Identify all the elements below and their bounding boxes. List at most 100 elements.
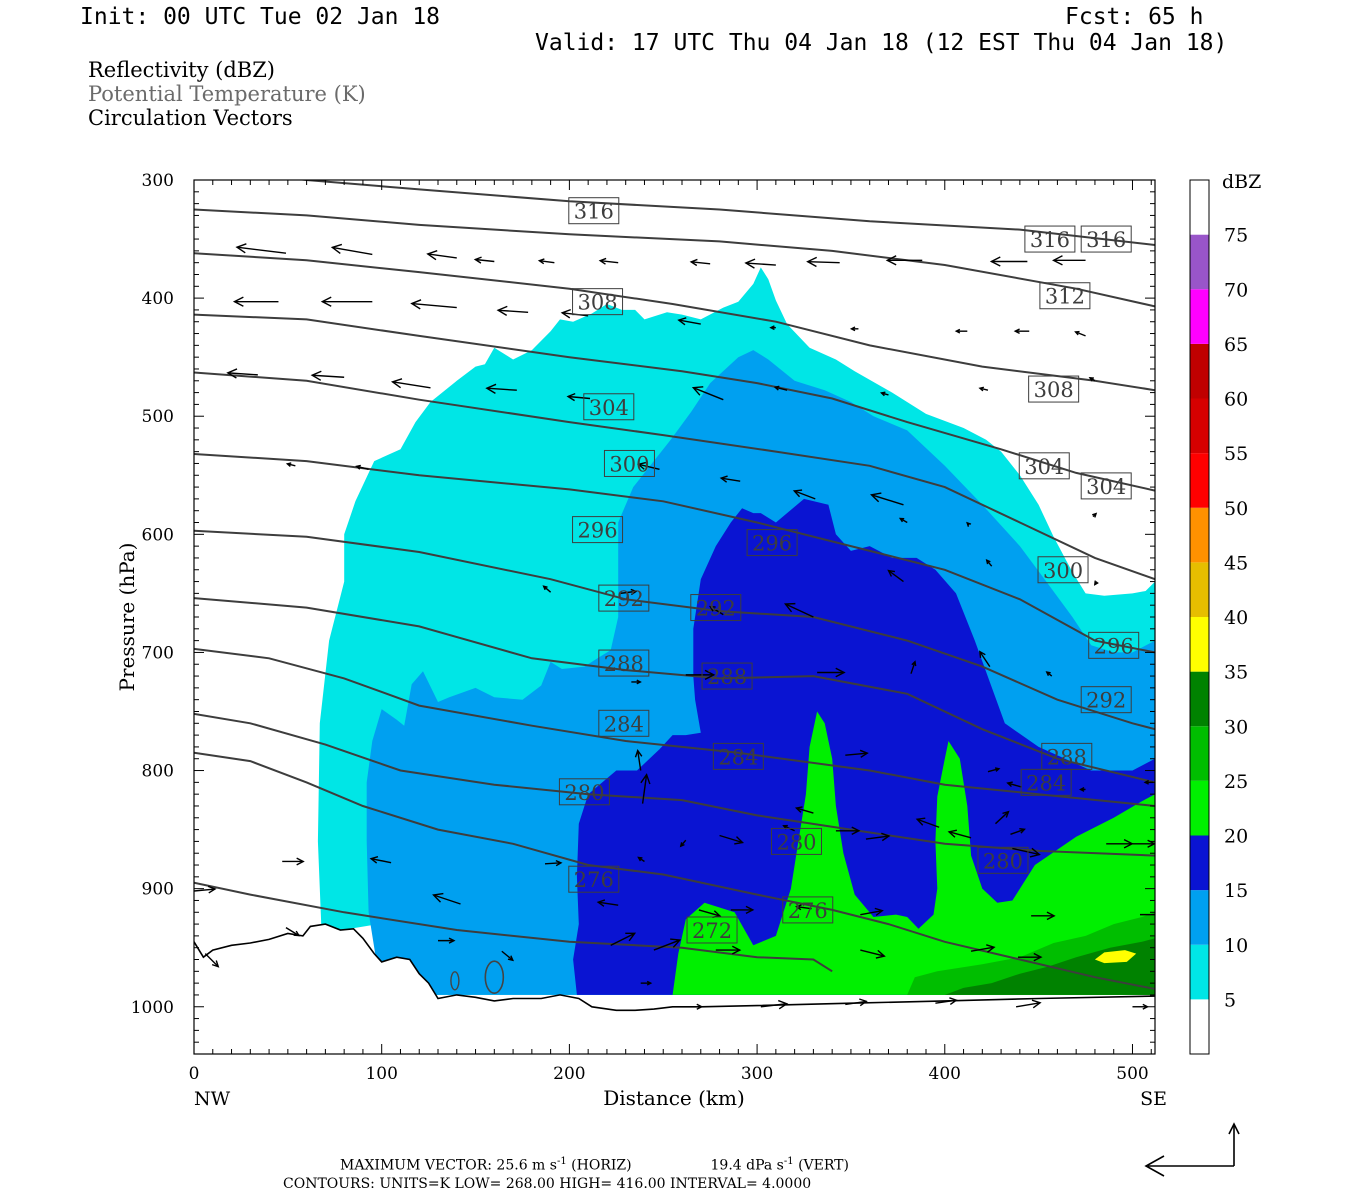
theta-contour-label: 316 xyxy=(1030,228,1070,252)
colorbar-title: dBZ xyxy=(1222,171,1261,193)
x-tick-label: 300 xyxy=(741,1064,773,1084)
circulation-vector xyxy=(542,585,552,593)
theta-label-box xyxy=(701,662,753,690)
circulation-vector xyxy=(1052,255,1086,266)
theta-contour-label: 284 xyxy=(1026,771,1066,795)
y-tick-label: 700 xyxy=(142,643,174,663)
circulation-vector xyxy=(485,383,517,394)
circulation-vector xyxy=(719,834,745,845)
circulation-vector xyxy=(204,953,220,968)
colorbar-level-label: 35 xyxy=(1224,662,1248,684)
theta-contour-label: 300 xyxy=(609,452,649,476)
field-potential-temperature: Potential Temperature (K) xyxy=(88,82,366,106)
x-tick-label: 100 xyxy=(365,1064,397,1084)
theta-label-box xyxy=(572,516,624,544)
colorbar-swatch xyxy=(1190,562,1209,617)
circulation-vector xyxy=(310,370,345,381)
theta-contour-label: 288 xyxy=(707,665,747,689)
colorbar-level-label: 55 xyxy=(1224,443,1248,465)
circulation-vector xyxy=(1106,839,1134,849)
contour-info: CONTOURS: UNITS=K LOW= 268.00 HIGH= 416.… xyxy=(283,1176,812,1192)
circulation-vector xyxy=(685,1003,704,1010)
circulation-vector xyxy=(438,937,456,944)
circulation-vector xyxy=(870,492,904,506)
theta-label-box xyxy=(1039,282,1091,310)
x-tick-label: 200 xyxy=(553,1064,585,1084)
theta-contour-label: 292 xyxy=(1086,689,1126,713)
theta-label-box xyxy=(1018,452,1070,480)
circulation-vector xyxy=(860,907,884,916)
circulation-vector xyxy=(978,386,989,392)
colorbar-level-label: 10 xyxy=(1224,935,1248,957)
circulation-vector xyxy=(966,521,972,527)
circulation-vector xyxy=(285,927,301,937)
colorbar-level-label: 30 xyxy=(1224,716,1248,738)
circulation-vector xyxy=(636,461,660,471)
circulation-vector xyxy=(235,243,287,254)
circulation-vector xyxy=(783,602,814,618)
theta-contour-label: 288 xyxy=(604,652,644,676)
circulation-vector xyxy=(1013,328,1030,335)
circulation-vector xyxy=(689,258,711,267)
circulation-vector xyxy=(320,296,373,307)
theta-contour-296 xyxy=(194,453,1155,654)
circulation-vector xyxy=(232,296,279,307)
circulation-vector xyxy=(845,998,868,1007)
colorbar-swatch xyxy=(1190,944,1209,1000)
circulation-vector xyxy=(285,462,296,467)
reference-vector-vertical-head xyxy=(1228,1122,1240,1135)
colorbar-level-label: 50 xyxy=(1224,498,1248,520)
circulation-vector xyxy=(794,806,814,814)
theta-label-box xyxy=(1080,472,1132,500)
theta-contour-label: 300 xyxy=(1043,559,1083,583)
circulation-vector xyxy=(1006,781,1022,788)
theta-label-box xyxy=(1028,375,1080,403)
theta-label-box xyxy=(686,916,738,944)
circulation-vector xyxy=(610,932,637,946)
colorbar-level-label: 70 xyxy=(1224,279,1248,301)
circulation-vector xyxy=(887,569,904,583)
circulation-vector xyxy=(773,385,788,391)
theta-contour-label: 316 xyxy=(1086,228,1126,252)
theta-label-box xyxy=(1020,768,1072,796)
max-vector-line: MAXIMUM VECTOR: 25.6 m s-1 (HORIZ) 19.4 … xyxy=(340,1156,849,1174)
theta-contour-276 xyxy=(194,751,1155,990)
circulation-vector xyxy=(544,859,563,867)
theta-contour-300 xyxy=(194,371,1155,581)
theta-label-box xyxy=(690,594,742,622)
circulation-vector xyxy=(640,980,653,986)
colorbar-frame xyxy=(1189,179,1210,1055)
circulation-vector xyxy=(935,997,958,1006)
theta-closed-contour xyxy=(450,971,460,991)
theta-label-box xyxy=(583,393,635,421)
circulation-vector xyxy=(598,257,619,265)
circulation-vector xyxy=(987,767,1001,773)
theta-contour-label: 280 xyxy=(776,830,816,854)
circulation-vector xyxy=(860,949,886,959)
circulation-vector xyxy=(640,773,651,804)
theta-contour-304 xyxy=(194,313,1155,492)
circulation-vector xyxy=(330,243,373,256)
x-tick-label: 500 xyxy=(1116,1064,1148,1084)
circulation-vector xyxy=(715,945,742,955)
circulation-vector xyxy=(769,325,776,331)
theta-label-box xyxy=(572,288,624,316)
circulation-vector xyxy=(947,829,972,839)
y-tick-label: 900 xyxy=(142,880,174,900)
circulation-vector xyxy=(817,667,846,678)
circulation-vector xyxy=(355,464,369,471)
circulation-vector xyxy=(885,255,923,266)
circulation-vector xyxy=(677,317,701,326)
circulation-vector xyxy=(637,856,645,863)
theta-contour-label: 316 xyxy=(574,200,614,224)
theta-contour-label: 296 xyxy=(577,519,617,543)
reflectivity-35-dbz-region xyxy=(1094,950,1137,964)
endpoint-se: SE xyxy=(1140,1088,1167,1110)
theta-contour-label: 312 xyxy=(1045,285,1085,309)
circulation-vector xyxy=(653,938,682,951)
theta-contour-label: 308 xyxy=(1034,378,1074,402)
circulation-vector xyxy=(596,899,619,907)
colorbar-swatch xyxy=(1190,180,1209,235)
colorbar-swatch xyxy=(1190,835,1209,891)
